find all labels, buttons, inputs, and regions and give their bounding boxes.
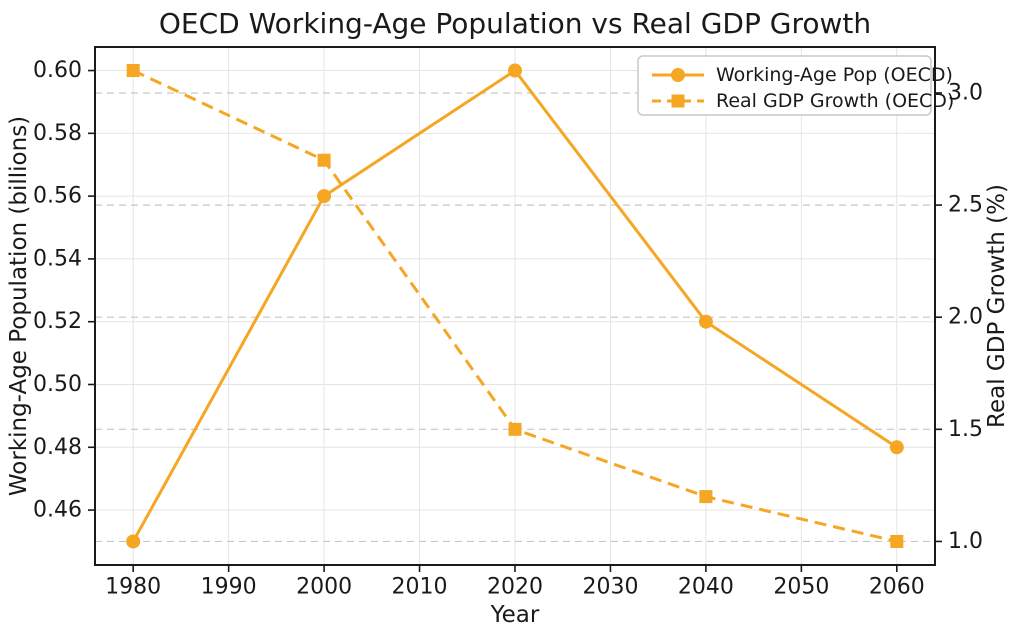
x-axis-label: Year [490, 602, 540, 628]
y-left-tick-label: 0.58 [33, 121, 82, 146]
y-right-tick-label: 1.0 [948, 529, 983, 554]
y-axis-label-right: Real GDP Growth (%) [984, 184, 1010, 428]
y-right-tick-label: 2.0 [948, 305, 983, 330]
legend-square-marker-icon [671, 94, 685, 108]
legend: Working-Age Pop (OECD) Real GDP Growth (… [637, 55, 954, 116]
y-left-tick-label: 0.46 [33, 498, 82, 523]
data-point-square [317, 153, 331, 167]
data-point-circle [126, 534, 141, 549]
x-tick-label: 2010 [392, 575, 448, 600]
x-tick-label: 2030 [582, 575, 638, 600]
x-tick-label: 2000 [296, 575, 352, 600]
y-axis-label-left: Working-Age Population (billions) [6, 116, 32, 496]
x-tick-label: 1990 [201, 575, 257, 600]
data-point-circle [698, 314, 713, 329]
y-left-tick-label: 0.54 [33, 246, 82, 271]
data-point-square [890, 534, 904, 548]
y-right-tick-label: 2.5 [948, 193, 983, 218]
x-tick-label: 2060 [869, 575, 925, 600]
series-layer [126, 63, 904, 549]
y-right-tick-label: 3.0 [948, 80, 983, 105]
data-point-circle [508, 63, 522, 78]
y-left-tick-label: 0.52 [33, 309, 82, 334]
y-left-tick-label: 0.48 [33, 435, 82, 460]
tick-layer: 1980 1990 2000 2010 2020 2030 2040 2050 2060 0.46… [33, 58, 983, 599]
y-left-tick-label: 0.60 [33, 58, 82, 83]
x-tick-label: 1980 [105, 575, 161, 600]
x-tick-label: 2050 [773, 575, 829, 600]
y-right-tick-label: 1.5 [948, 417, 983, 442]
legend-label-working-age-pop: Working-Age Pop (OECD) [716, 64, 953, 86]
data-point-circle [317, 189, 332, 204]
data-point-circle [889, 440, 904, 455]
x-tick-label: 2040 [678, 575, 734, 600]
y-left-tick-label: 0.56 [33, 184, 82, 209]
data-point-square [126, 64, 140, 78]
grid-layer [95, 47, 935, 565]
data-point-square [699, 490, 713, 504]
legend-label-real-gdp-growth: Real GDP Growth (OECD) [716, 90, 954, 112]
chart-title: OECD Working-Age Population vs Real GDP … [159, 7, 871, 40]
y-left-tick-label: 0.50 [33, 372, 82, 397]
legend-box [637, 55, 932, 116]
x-tick-label: 2020 [487, 575, 543, 600]
data-point-square [508, 422, 522, 436]
legend-circle-marker-icon [671, 68, 685, 82]
